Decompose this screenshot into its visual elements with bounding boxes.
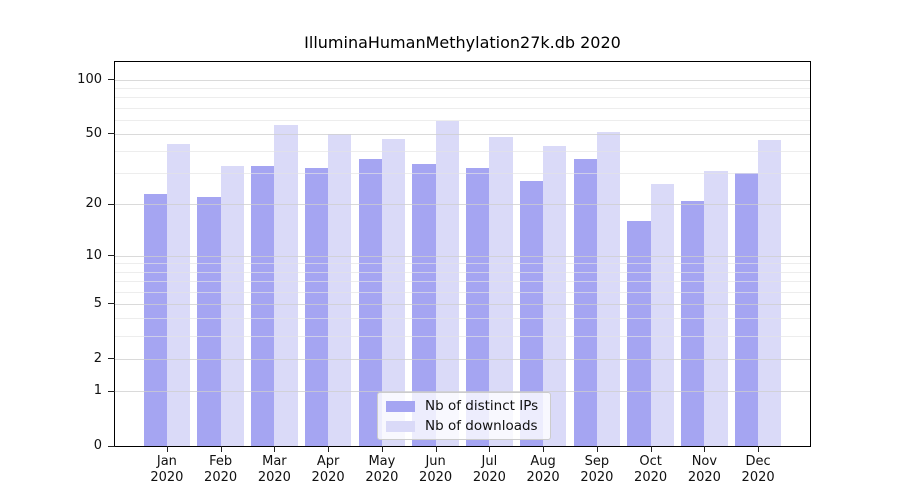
x-tick-label-mar: Mar 2020 — [257, 454, 291, 485]
x-tick-mark — [758, 446, 760, 452]
y-tick-label-0: 0 — [93, 438, 102, 453]
legend-label-downloads: Nb of downloads — [425, 418, 538, 434]
bar-downloads-dec — [758, 140, 782, 446]
x-tick-mark — [166, 446, 168, 452]
bar-distinct-ips-may — [358, 159, 382, 446]
x-tick-mark — [435, 446, 437, 452]
x-tick-label-apr: Apr 2020 — [311, 454, 345, 485]
bar-distinct-ips-jun — [412, 163, 436, 446]
legend-label-distinct-ips: Nb of distinct IPs — [425, 398, 539, 414]
x-tick-label-may: May 2020 — [365, 454, 399, 485]
y-tick-mark — [108, 79, 115, 81]
x-tick-mark — [704, 446, 706, 452]
x-tick-mark — [543, 446, 545, 452]
x-tick-label-aug: Aug 2020 — [526, 454, 560, 485]
x-tick-mark — [328, 446, 330, 452]
y-tick-mark — [108, 255, 115, 257]
y-tick-mark — [108, 358, 115, 360]
x-tick-mark — [220, 446, 222, 452]
x-tick-mark — [596, 446, 598, 452]
grid-minor-line — [115, 151, 810, 153]
bar-downloads-mar — [274, 125, 298, 446]
x-tick-label-jun: Jun 2020 — [419, 454, 453, 485]
bar-downloads-aug — [543, 145, 567, 446]
x-tick-label-jan: Jan 2020 — [150, 454, 184, 485]
y-tick-label-10: 10 — [85, 247, 102, 263]
x-tick-label-feb: Feb 2020 — [204, 454, 238, 485]
x-tick-mark — [489, 446, 491, 452]
bar-distinct-ips-nov — [681, 200, 705, 446]
y-tick-label-100: 100 — [77, 71, 102, 87]
bar-downloads-jan — [166, 143, 191, 446]
x-tick-label-oct: Oct 2020 — [634, 454, 668, 485]
chart-plot-area: Nb of distinct IPs Nb of downloads — [114, 61, 811, 447]
grid-minor-line — [115, 97, 810, 99]
bar-distinct-ips-mar — [251, 166, 275, 446]
y-tick-label-20: 20 — [85, 196, 102, 212]
bar-distinct-ips-sep — [573, 159, 597, 446]
chart-legend: Nb of distinct IPs Nb of downloads — [377, 392, 552, 440]
bar-distinct-ips-jul — [466, 168, 490, 446]
bar-downloads-apr — [328, 133, 352, 446]
bar-downloads-nov — [704, 170, 728, 446]
y-tick-mark — [108, 390, 115, 392]
legend-item-downloads: Nb of downloads — [386, 418, 538, 434]
x-tick-mark — [650, 446, 652, 452]
y-tick-label-5: 5 — [93, 295, 102, 311]
legend-swatch-downloads — [386, 420, 415, 432]
grid-minor-line — [115, 107, 810, 109]
bar-downloads-oct — [650, 184, 674, 446]
grid-major-line — [115, 133, 810, 135]
bar-distinct-ips-jan — [143, 193, 167, 446]
y-tick-mark — [108, 445, 115, 447]
legend-swatch-distinct-ips — [386, 400, 415, 412]
bar-distinct-ips-feb — [197, 197, 221, 446]
grid-minor-line — [115, 119, 810, 121]
chart-title: IlluminaHumanMethylation27k.db 2020 — [304, 33, 621, 52]
legend-item-distinct-ips: Nb of distinct IPs — [386, 398, 538, 414]
x-tick-label-jul: Jul 2020 — [472, 454, 506, 485]
y-tick-mark — [108, 203, 115, 205]
x-tick-label-nov: Nov 2020 — [687, 454, 721, 485]
bar-downloads-jun — [435, 120, 459, 446]
y-tick-label-2: 2 — [93, 350, 102, 366]
x-tick-mark — [274, 446, 276, 452]
x-tick-label-dec: Dec 2020 — [741, 454, 775, 485]
bar-distinct-ips-aug — [519, 181, 544, 446]
y-tick-label-50: 50 — [85, 125, 102, 141]
bar-downloads-feb — [220, 166, 244, 446]
bar-distinct-ips-apr — [304, 168, 329, 446]
x-tick-mark — [381, 446, 383, 452]
grid-major-line — [115, 79, 810, 81]
grid-minor-line — [115, 87, 810, 89]
bar-downloads-sep — [596, 132, 621, 446]
bar-distinct-ips-dec — [734, 173, 759, 446]
bar-distinct-ips-oct — [627, 221, 651, 446]
y-tick-label-1: 1 — [93, 383, 102, 398]
y-tick-mark — [108, 303, 115, 305]
x-tick-label-sep: Sep 2020 — [580, 454, 614, 485]
y-tick-mark — [108, 133, 115, 135]
